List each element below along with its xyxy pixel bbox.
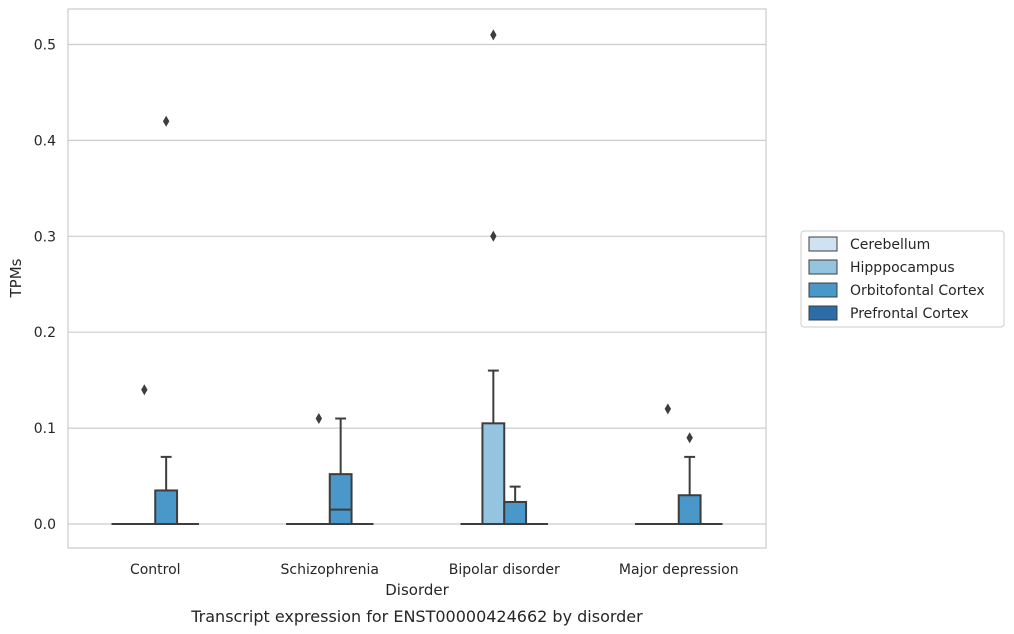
chart-caption: Transcript expression for ENST0000042466… <box>190 607 643 626</box>
legend-label: Prefrontal Cortex <box>850 306 969 322</box>
box <box>481 422 506 526</box>
box-group <box>328 417 353 526</box>
legend-swatch <box>808 305 838 321</box>
y-tick-label: 0.0 <box>34 517 56 533</box>
box-group <box>503 485 528 526</box>
y-axis-ticks: 0.0 0.1 0.2 0.3 0.4 0.5 <box>34 37 56 533</box>
x-tick-label: Control <box>130 562 181 578</box>
y-axis-label: TPMs <box>7 258 25 298</box>
y-tick-label: 0.1 <box>34 421 56 437</box>
outlier-point <box>315 413 323 425</box>
legend-swatch <box>808 259 838 275</box>
legend-swatch <box>808 236 838 252</box>
gridlines <box>68 43 766 525</box>
box-group <box>677 432 702 526</box>
outlier-point <box>686 432 693 444</box>
box-group <box>481 29 506 526</box>
y-tick-label: 0.4 <box>34 133 56 149</box>
legend-label: Orbitofontal Cortex <box>850 283 985 299</box>
x-tick-label: Schizophrenia <box>281 562 379 578</box>
outlier-point <box>490 230 497 242</box>
box <box>503 500 528 526</box>
x-axis-label: Disorder <box>385 581 449 599</box>
legend-item: Hipppocampus <box>808 259 955 276</box>
legend-item: Cerebellum <box>808 236 930 253</box>
legend-item: Orbitofontal Cortex <box>808 282 985 299</box>
outlier-point <box>664 403 672 415</box>
legend: Cerebellum Hipppocampus Orbitofontal Corte… <box>800 230 1005 328</box>
legend-item: Prefrontal Cortex <box>808 305 969 322</box>
legend-swatch <box>808 282 838 298</box>
x-tick-label: Bipolar disorder <box>449 562 560 578</box>
legend-label: Cerebellum <box>850 237 930 253</box>
box-group <box>307 413 330 526</box>
y-tick-label: 0.2 <box>34 325 56 341</box>
outlier-point <box>162 115 170 127</box>
y-tick-label: 0.3 <box>34 229 56 245</box>
box-group <box>133 384 156 526</box>
plot-frame <box>67 8 767 549</box>
y-tick-label: 0.5 <box>34 37 56 53</box>
x-tick-label: Major depression <box>619 562 739 578</box>
legend-frame <box>800 230 1005 328</box>
outlier-point <box>141 384 148 396</box>
box <box>328 473 353 526</box>
outlier-point <box>490 29 497 41</box>
box-group <box>656 403 679 526</box>
x-axis-ticks: Control Schizophrenia Bipolar disorder Majo… <box>130 562 739 578</box>
box <box>154 489 179 526</box>
boxes <box>111 29 723 526</box>
legend-label: Hipppocampus <box>850 260 955 276</box>
box <box>677 494 702 526</box>
box-group <box>154 115 179 526</box>
